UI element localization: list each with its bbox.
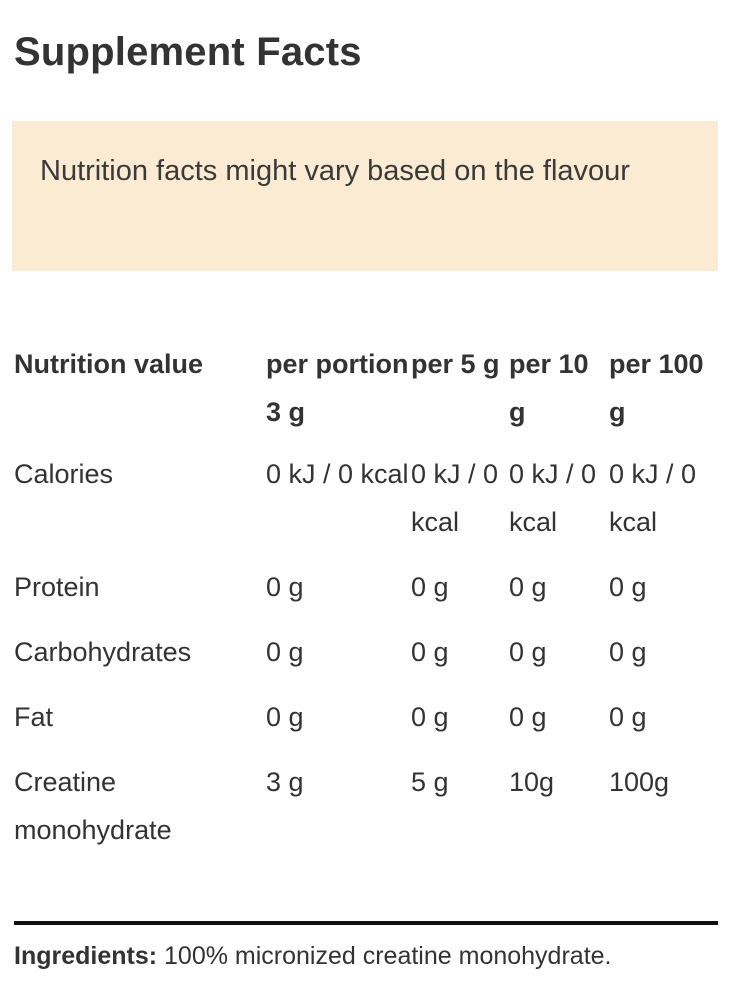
table-row: Calories 0 kJ / 0 kcal 0 kJ / 0 kcal 0 k…: [14, 450, 718, 563]
table-cell: 0 g: [411, 637, 449, 667]
table-cell: 0 g: [266, 637, 304, 667]
table-cell: 10g: [509, 767, 555, 797]
nutrition-table-container: Nutrition value per portion 3 g per 5 g …: [14, 340, 718, 871]
table-row: Carbohydrates 0 g 0 g 0 g 0 g: [14, 628, 718, 693]
column-header-per-5g: per 5 g: [411, 349, 500, 379]
table-cell: 0 g: [266, 702, 304, 732]
table-cell: 0 kJ / 0 kcal: [411, 459, 499, 537]
table-cell: 0 kJ / 0 kcal: [266, 459, 409, 489]
table-cell: 0 kJ / 0 kcal: [509, 459, 597, 537]
page-title: Supplement Facts: [14, 30, 362, 74]
column-header-per-100g: per 100 g: [609, 349, 704, 427]
table-cell: 0 g: [411, 702, 449, 732]
header-row: Nutrition value per portion 3 g per 5 g …: [14, 340, 718, 450]
row-label-fat: Fat: [14, 702, 54, 732]
table-cell: 0 g: [266, 572, 304, 602]
column-header-per-10g: per 10 g: [509, 349, 589, 427]
section-divider: [14, 921, 718, 925]
nutrition-table-body: Calories 0 kJ / 0 kcal 0 kJ / 0 kcal 0 k…: [14, 450, 718, 871]
table-cell: 0 g: [509, 637, 547, 667]
table-cell: 0 g: [509, 572, 547, 602]
column-header-per-portion: per portion 3 g: [266, 349, 409, 427]
row-label-calories: Calories: [14, 459, 114, 489]
flavour-notice: Nutrition facts might vary based on the …: [12, 121, 718, 271]
table-cell: 100g: [609, 767, 670, 797]
table-row: Creatine monohydrate 3 g 5 g 10g 100g: [14, 758, 718, 871]
table-cell: 0 g: [609, 702, 647, 732]
row-label-protein: Protein: [14, 572, 100, 602]
column-header-nutrition-value: Nutrition value: [14, 349, 204, 379]
nutrition-table: Nutrition value per portion 3 g per 5 g …: [14, 340, 718, 871]
table-cell: 0 kJ / 0 kcal: [609, 459, 697, 537]
ingredients-text: 100% micronized creatine monohydrate.: [157, 942, 612, 970]
table-cell: 5 g: [411, 767, 449, 797]
table-cell: 3 g: [266, 767, 304, 797]
ingredients-line: Ingredients: 100% micronized creatine mo…: [14, 938, 612, 974]
table-row: Fat 0 g 0 g 0 g 0 g: [14, 693, 718, 758]
row-label-carbohydrates: Carbohydrates: [14, 637, 192, 667]
nutrition-table-header: Nutrition value per portion 3 g per 5 g …: [14, 340, 718, 450]
table-cell: 0 g: [509, 702, 547, 732]
table-cell: 0 g: [609, 637, 647, 667]
table-row: Protein 0 g 0 g 0 g 0 g: [14, 563, 718, 628]
row-label-creatine-monohydrate: Creatine monohydrate: [14, 767, 172, 845]
ingredients-label: Ingredients:: [14, 942, 158, 970]
table-cell: 0 g: [411, 572, 449, 602]
table-cell: 0 g: [609, 572, 647, 602]
